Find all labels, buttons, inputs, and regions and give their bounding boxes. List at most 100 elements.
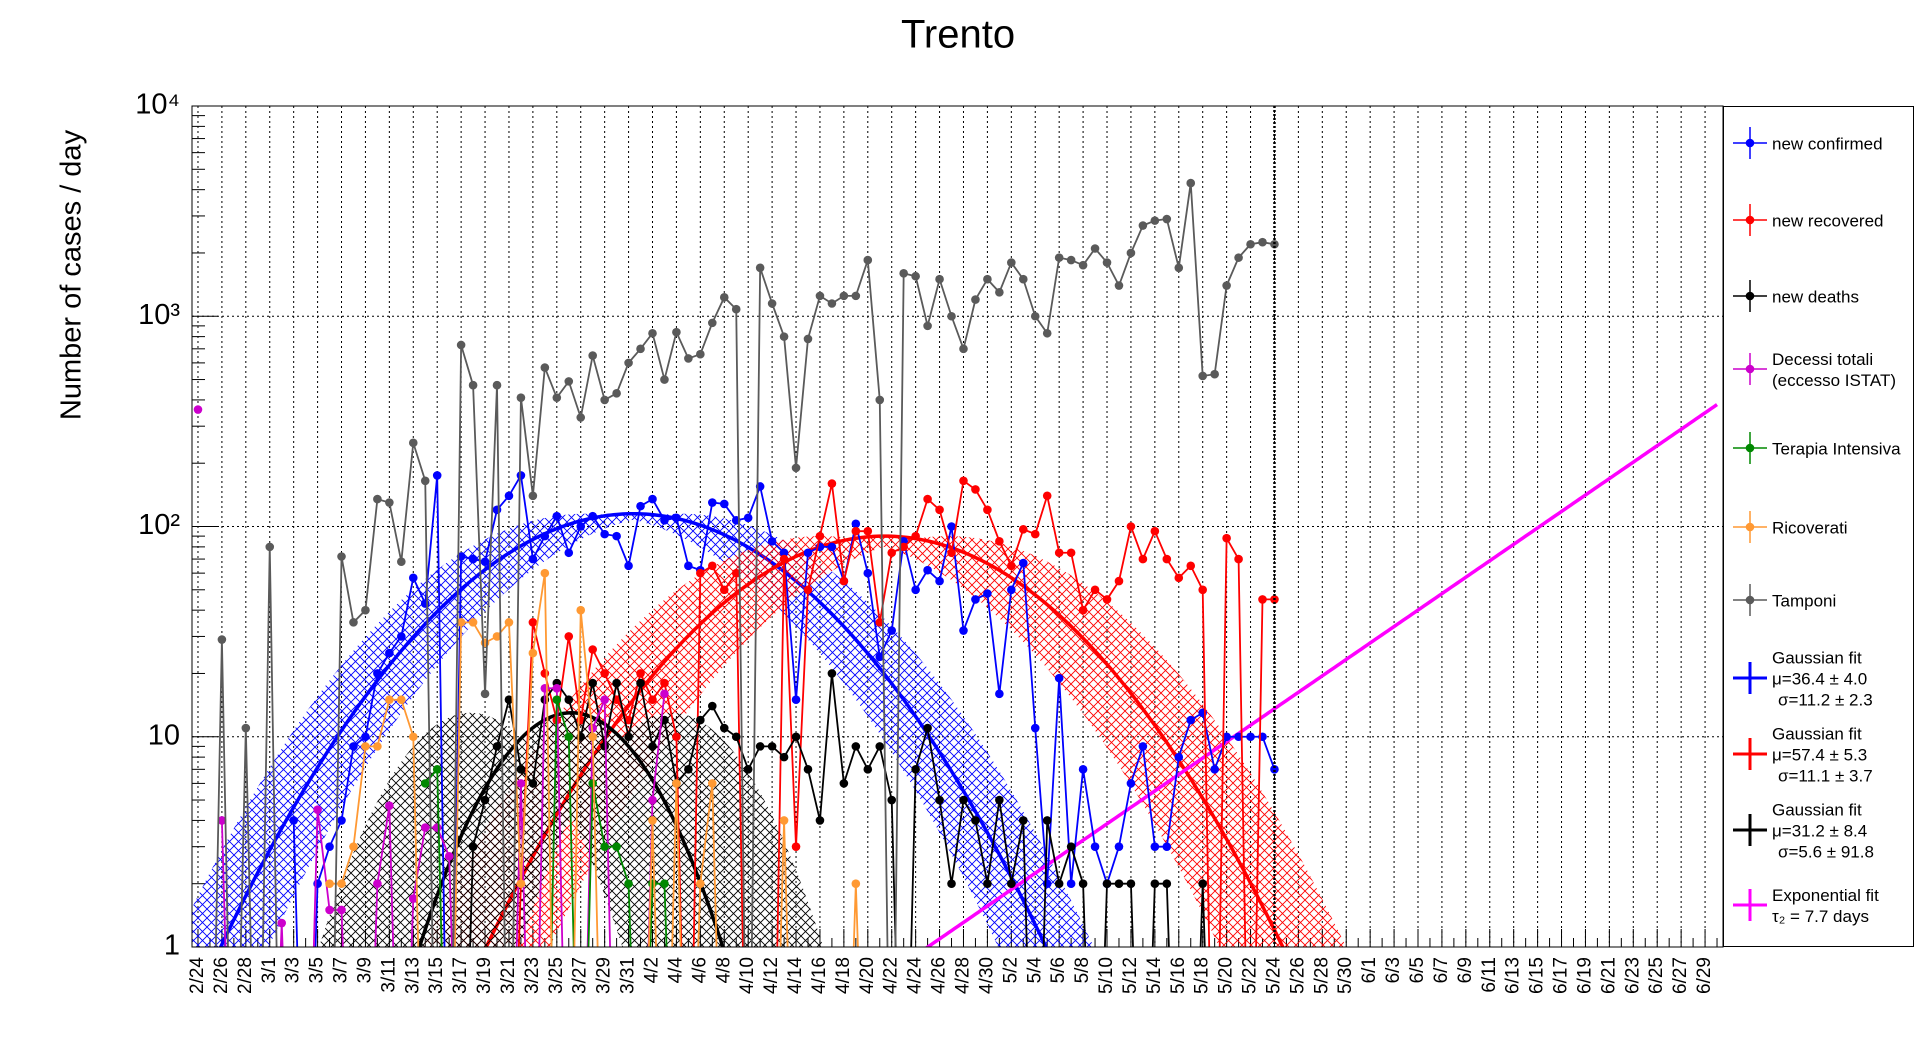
data-point — [648, 742, 657, 751]
data-point — [755, 742, 765, 751]
data-point — [660, 689, 669, 699]
x-tick-label: 3/15 — [426, 957, 447, 994]
data-point — [947, 879, 956, 889]
data-point — [1198, 371, 1207, 381]
x-tick-label: 5/12 — [1120, 957, 1141, 994]
data-point — [755, 263, 765, 273]
data-point — [432, 471, 442, 480]
data-point — [767, 537, 777, 546]
data-point — [504, 618, 514, 627]
data-point — [612, 389, 621, 398]
x-tick-label: 6/7 — [1431, 957, 1452, 983]
data-point — [552, 683, 562, 693]
x-tick-label: 6/25 — [1646, 957, 1667, 994]
x-tick-label: 3/7 — [331, 957, 352, 983]
data-point — [708, 701, 717, 711]
x-tick-label: 4/18 — [833, 957, 854, 994]
x-tick-label: 4/20 — [857, 957, 878, 994]
data-point — [325, 905, 334, 915]
data-point — [995, 537, 1004, 546]
data-point — [1126, 779, 1136, 788]
data-point — [947, 522, 956, 531]
x-tick-label: 5/22 — [1240, 957, 1261, 994]
x-tick-label: 5/24 — [1263, 957, 1284, 994]
data-point — [540, 683, 550, 693]
data-point — [588, 779, 597, 788]
data-point — [815, 816, 825, 825]
x-tick-label: 5/2 — [1000, 957, 1021, 983]
data-point — [313, 805, 322, 814]
data-point — [779, 554, 789, 564]
data-point — [648, 494, 657, 504]
data-point — [540, 531, 550, 541]
data-point — [408, 573, 418, 583]
data-point — [1078, 260, 1088, 270]
data-point — [1246, 239, 1255, 249]
data-point — [1126, 522, 1136, 531]
data-point — [456, 618, 466, 627]
data-point — [588, 511, 597, 521]
data-point — [516, 779, 526, 788]
data-point — [241, 723, 251, 733]
data-point — [851, 291, 861, 301]
data-point — [1018, 274, 1028, 284]
legend-label: new confirmed — [1772, 134, 1883, 154]
data-point — [971, 295, 980, 304]
data-point — [1007, 879, 1016, 889]
legend-entry: Ricoverati — [1772, 518, 1913, 539]
data-point — [1162, 214, 1172, 224]
x-tick-label: 6/17 — [1551, 957, 1572, 994]
data-point — [540, 669, 550, 678]
x-tick-label: 6/29 — [1694, 957, 1715, 994]
data-point — [731, 732, 741, 742]
x-tick-label: 5/10 — [1096, 957, 1117, 994]
legend-label: new recovered — [1772, 211, 1884, 231]
data-point — [1234, 732, 1243, 742]
data-point — [564, 732, 574, 742]
data-point — [1042, 816, 1052, 825]
x-tick-label: 4/28 — [952, 957, 973, 994]
data-point — [600, 529, 609, 539]
data-point — [1186, 178, 1196, 188]
data-point — [325, 842, 334, 851]
data-point — [767, 742, 777, 751]
data-point — [612, 678, 621, 688]
data-point — [600, 669, 609, 678]
data-point — [540, 568, 550, 578]
fit-curve — [218, 511, 1048, 947]
x-tick-label: 3/1 — [259, 957, 280, 983]
chart-title: Trento — [901, 13, 1015, 57]
data-point — [1210, 765, 1219, 774]
data-point — [468, 554, 478, 564]
data-point — [636, 678, 645, 688]
data-point — [803, 585, 813, 595]
y-axis-label: Number of cases / day — [56, 129, 88, 420]
x-tick-label: 3/11 — [378, 957, 399, 993]
data-point — [1114, 879, 1124, 889]
legend-label: new deaths — [1772, 287, 1859, 307]
data-point — [875, 395, 885, 405]
data-point — [468, 842, 478, 851]
data-point — [971, 485, 980, 494]
data-point — [1186, 561, 1196, 571]
data-point — [504, 695, 514, 705]
legend-label: σ=5.6 ± 91.8 — [1778, 842, 1874, 862]
legend-entry: Decessi totali (eccesso ISTAT) — [1772, 349, 1913, 391]
data-point — [1234, 554, 1243, 564]
x-tick-label: 3/21 — [498, 957, 519, 994]
data-point — [959, 626, 968, 635]
data-point — [719, 499, 729, 509]
data-point — [779, 752, 789, 762]
data-point — [887, 795, 897, 805]
x-tick-label: 6/3 — [1383, 957, 1404, 983]
data-point — [1234, 253, 1243, 262]
legend-label: Exponential fit — [1772, 886, 1879, 905]
legend-marker — [1745, 443, 1755, 453]
data-point — [1138, 554, 1148, 564]
legend-label: Decessi totali (eccesso ISTAT) — [1772, 350, 1897, 390]
data-point — [923, 723, 932, 733]
data-point — [612, 842, 621, 851]
legend-label: Tamponi — [1772, 591, 1837, 611]
data-point — [995, 689, 1004, 699]
data-point — [492, 380, 502, 390]
